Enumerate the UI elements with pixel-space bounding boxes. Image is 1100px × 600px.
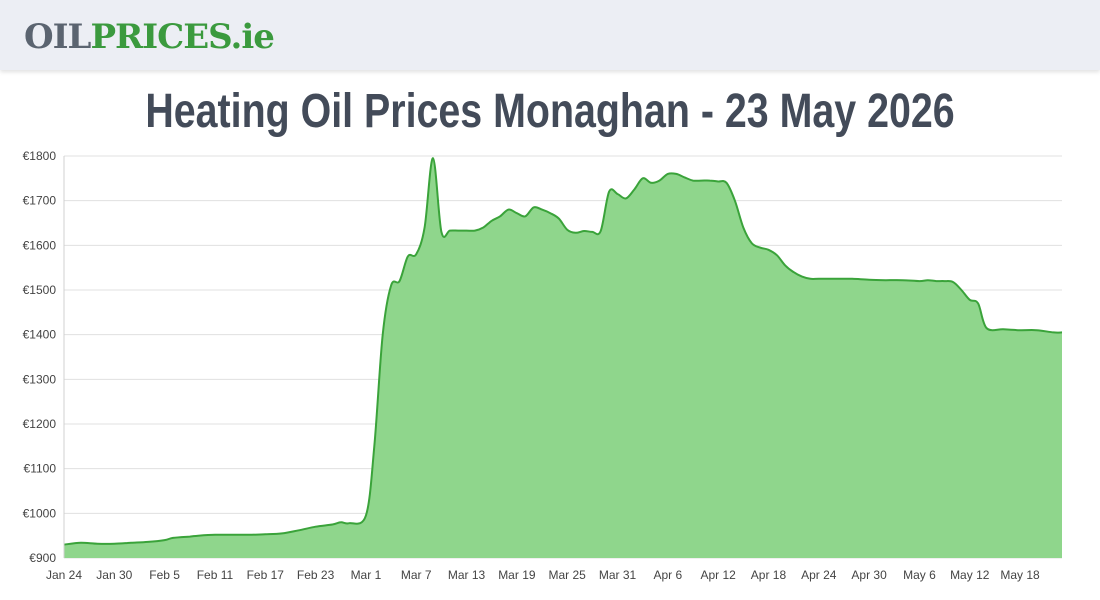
y-tick-label: €1100: [24, 462, 57, 476]
x-tick-label: Mar 13: [448, 568, 486, 582]
site-header: OILPRICES.ie: [0, 0, 1100, 70]
x-tick-label: Mar 7: [401, 568, 432, 582]
chart-axes: €900 €1000 €1100 €1200 €1300 €1400 €1500 €1600 €…: [23, 149, 1040, 582]
y-tick-label: €1200: [23, 417, 57, 431]
x-tick-label: Mar 31: [599, 568, 637, 582]
price-series-line: [63, 157, 1063, 546]
x-tick-label: Mar 19: [498, 568, 536, 582]
price-area-fill: [64, 158, 1062, 558]
x-tick-label: Jan 24: [46, 568, 82, 582]
y-tick-label: €1800: [23, 149, 57, 163]
x-tick-label: Apr 18: [751, 568, 787, 582]
chart-area-layer: [63, 157, 1063, 558]
x-tick-label: May 18: [1000, 568, 1040, 582]
y-tick-label: €1000: [23, 506, 57, 520]
x-tick-label: May 12: [950, 568, 990, 582]
x-tick-label: Apr 6: [653, 568, 682, 582]
x-tick-label: Feb 11: [197, 568, 234, 582]
x-tick-label: Mar 25: [549, 568, 587, 582]
x-tick-label: Apr 30: [851, 568, 887, 582]
y-tick-label: €1400: [23, 328, 57, 342]
x-tick-label: Feb 23: [297, 568, 335, 582]
y-tick-label: €1600: [23, 238, 57, 252]
y-tick-label: €1700: [23, 194, 57, 208]
page-title: Heating Oil Prices Monaghan - 23 May 202…: [145, 85, 955, 138]
x-tick-label: Feb 5: [149, 568, 180, 582]
x-tick-label: Feb 17: [247, 568, 285, 582]
logo-text-oil: OIL: [24, 17, 91, 57]
y-tick-label: €1300: [23, 372, 57, 386]
logo-text-prices: PRICES.ie: [90, 17, 274, 57]
y-tick-label: €1500: [23, 283, 57, 297]
site-logo[interactable]: OILPRICES.ie: [24, 14, 275, 60]
x-tick-label: Apr 24: [801, 568, 837, 582]
x-tick-label: Mar 1: [351, 568, 382, 582]
y-tick-label: €900: [29, 551, 56, 565]
x-tick-label: Jan 30: [96, 568, 132, 582]
x-tick-label: Apr 12: [700, 568, 736, 582]
x-tick-label: May 6: [903, 568, 936, 582]
